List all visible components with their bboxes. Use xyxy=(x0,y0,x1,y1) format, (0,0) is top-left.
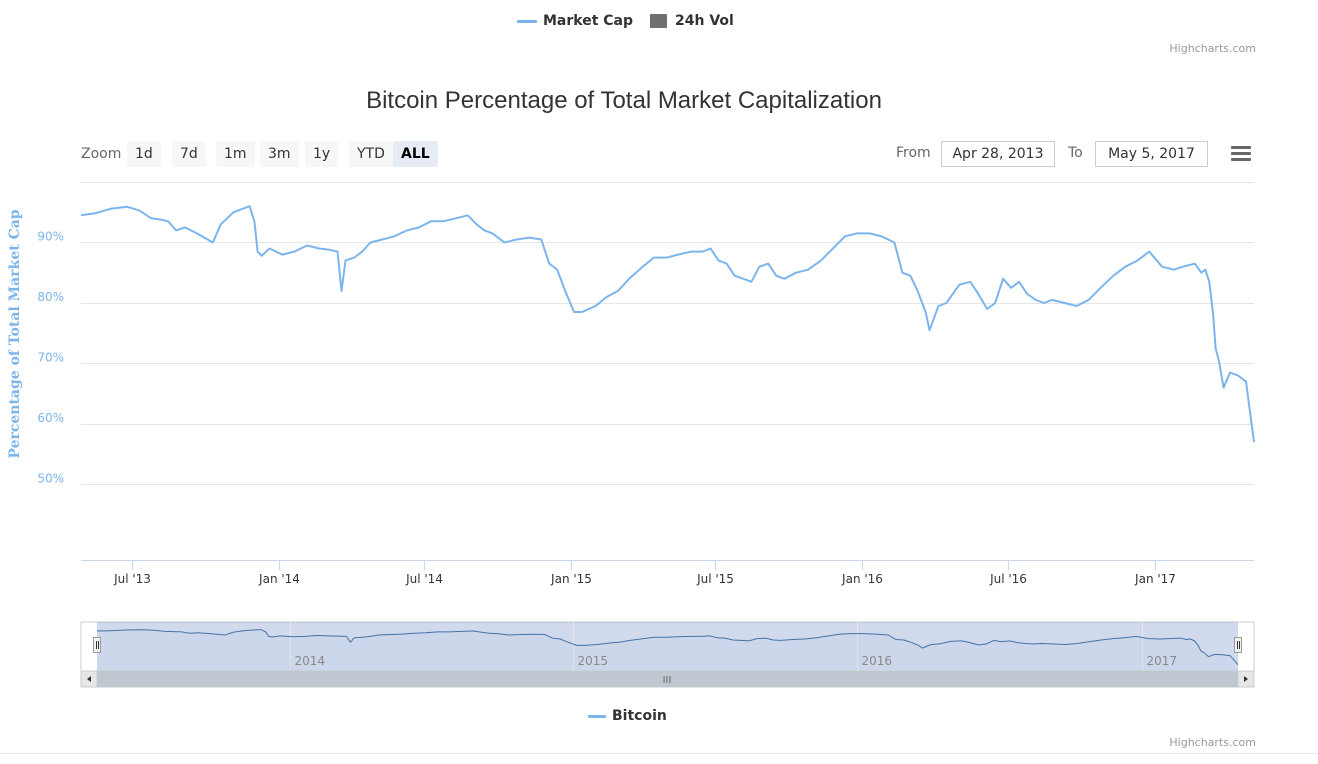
y-tick-label: 70% xyxy=(37,350,64,364)
range-button-3m[interactable]: 3m xyxy=(260,141,299,167)
range-button-1d[interactable]: 1d xyxy=(127,141,161,167)
x-tick-label: Jan '17 xyxy=(1134,572,1176,586)
arrow-right-icon xyxy=(1244,676,1248,682)
legend-label-market-cap: Market Cap xyxy=(543,13,634,29)
navigator-series-line xyxy=(96,629,1239,666)
bottom-divider xyxy=(0,753,1318,754)
market-cap-line-icon xyxy=(517,19,537,23)
scrollbar[interactable]: III xyxy=(80,670,1255,688)
chart-title: Bitcoin Percentage of Total Market Capit… xyxy=(366,87,882,114)
y-axis-labels: 50% 60% 70% 80% 90% xyxy=(37,229,64,485)
navigator-mask[interactable] xyxy=(97,622,1238,671)
x-tick-label: Jan '14 xyxy=(258,572,300,586)
navigator-year-label: 2015 xyxy=(578,654,609,668)
arrow-left-icon xyxy=(87,676,91,682)
range-button-1y[interactable]: 1y xyxy=(305,141,339,167)
navigator-year-label: 2017 xyxy=(1147,654,1178,668)
navigator-background xyxy=(80,621,1255,672)
from-label: From xyxy=(896,145,931,161)
from-date-input[interactable] xyxy=(941,141,1055,167)
navigator-handle-right[interactable] xyxy=(1234,637,1242,653)
y-tick-label: 60% xyxy=(37,411,64,425)
to-label: To xyxy=(1068,145,1083,161)
series-line-bitcoin[interactable] xyxy=(80,205,1255,443)
credits-link-top[interactable]: Highcharts.com xyxy=(1169,42,1256,55)
legend-item-volume[interactable]: 24h Vol xyxy=(650,10,734,32)
y-tick-label: 80% xyxy=(37,290,64,304)
bitcoin-line-icon xyxy=(588,714,606,718)
volume-box-icon xyxy=(650,14,667,28)
legend-label-volume: 24h Vol xyxy=(675,13,734,29)
credits-link-bottom[interactable]: Highcharts.com xyxy=(1169,736,1256,749)
top-legend: Market Cap 24h Vol xyxy=(0,10,1250,32)
range-button-ytd[interactable]: YTD xyxy=(349,141,393,167)
navigator-legend-bitcoin[interactable]: Bitcoin xyxy=(588,706,667,726)
x-tick-label: Jul '16 xyxy=(989,572,1027,586)
x-tick-label: Jul '15 xyxy=(696,572,734,586)
x-tick-label: Jul '13 xyxy=(113,572,151,586)
scrollbar-thumb[interactable] xyxy=(97,671,1238,687)
y-tick-label: 90% xyxy=(37,229,64,243)
scrollbar-grip: III xyxy=(663,675,672,686)
legend-item-market-cap[interactable]: Market Cap xyxy=(517,10,633,32)
to-date-input[interactable] xyxy=(1095,141,1208,167)
hamburger-menu-icon[interactable] xyxy=(1231,146,1253,164)
x-axis-ticks: Jul '13 Jan '14 Jul '14 Jan '15 Jul '15 Jan '… xyxy=(113,560,1176,586)
navigator-grid xyxy=(290,622,1143,671)
navigator-year-labels: 2014 2015 2016 2017 xyxy=(295,654,1178,668)
grid-lines xyxy=(81,182,1254,485)
range-button-all[interactable]: ALL xyxy=(393,141,438,167)
navigator-year-label: 2016 xyxy=(862,654,893,668)
zoom-label: Zoom xyxy=(81,146,122,162)
x-tick-label: Jan '15 xyxy=(550,572,592,586)
navigator-legend-label: Bitcoin xyxy=(612,708,667,724)
y-tick-label: 50% xyxy=(37,471,64,485)
x-tick-label: Jul '14 xyxy=(405,572,443,586)
range-button-1m[interactable]: 1m xyxy=(216,141,255,167)
x-tick-label: Jan '16 xyxy=(841,572,883,586)
navigator[interactable]: 2014 2015 2016 2017 xyxy=(80,621,1255,672)
navigator-handle-left[interactable] xyxy=(93,637,101,653)
navigator-year-label: 2014 xyxy=(295,654,326,668)
navigator-series-area xyxy=(97,629,1238,671)
range-button-7d[interactable]: 7d xyxy=(172,141,206,167)
